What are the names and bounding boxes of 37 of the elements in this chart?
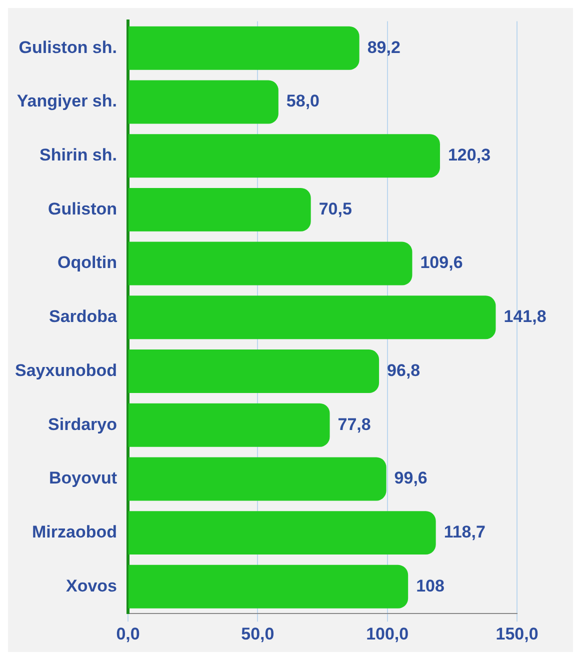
data-label: 96,8 <box>387 360 420 380</box>
x-tick-label: 100,0 <box>366 624 409 644</box>
bar <box>128 511 436 555</box>
data-label: 89,2 <box>367 38 400 57</box>
y-tick-label: Boyovut <box>49 468 118 488</box>
bar <box>128 403 330 447</box>
bar <box>128 80 278 124</box>
y-tick-label: Xovos <box>66 576 118 596</box>
y-tick-label: Yangiyer sh. <box>16 92 118 111</box>
data-label: 70,5 <box>318 199 352 218</box>
y-tick-label: Shirin sh. <box>40 146 118 165</box>
data-label: 108 <box>416 576 444 596</box>
bar <box>128 350 380 393</box>
data-label: 109,6 <box>420 253 463 272</box>
x-tick-label: 0,0 <box>116 624 140 644</box>
y-tick-label: Guliston sh. <box>18 38 118 57</box>
y-tick-label: Guliston <box>48 199 118 218</box>
data-label: 99,6 <box>394 468 428 488</box>
y-tick-label: Sayxunobod <box>14 360 118 380</box>
data-label: 141,8 <box>504 307 546 326</box>
y-tick-label: Sardoba <box>48 307 118 326</box>
bar <box>128 188 311 232</box>
data-label: 58,0 <box>286 92 320 111</box>
x-tick-label: 150,0 <box>496 624 538 644</box>
data-label: 118,7 <box>444 522 486 542</box>
y-tick-label: Mirzaobod <box>32 522 118 542</box>
bar <box>128 134 440 178</box>
bar <box>128 242 412 286</box>
data-label: 77,8 <box>338 414 371 434</box>
y-tick-label: Sirdaryo <box>48 414 118 434</box>
bar <box>128 564 408 608</box>
bar <box>128 457 386 501</box>
x-tick-label: 50,0 <box>241 624 274 644</box>
y-tick-label: Oqoltin <box>58 253 118 272</box>
data-label: 120,3 <box>448 146 491 165</box>
bar <box>128 296 496 340</box>
bar <box>128 26 360 70</box>
